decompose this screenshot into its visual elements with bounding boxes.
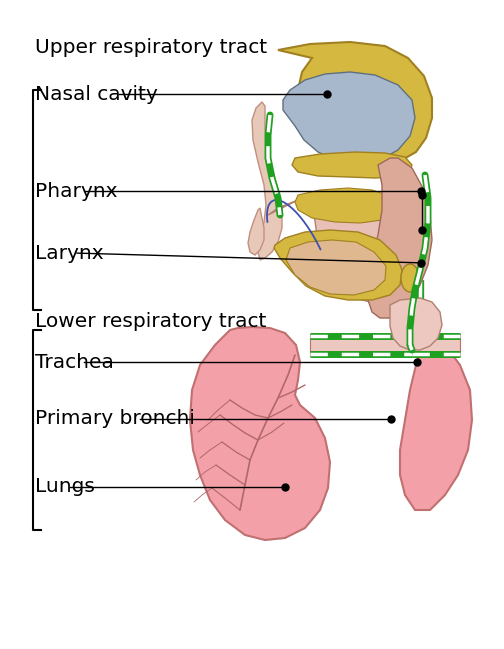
Polygon shape xyxy=(400,335,472,510)
Text: Lungs: Lungs xyxy=(35,477,95,496)
Polygon shape xyxy=(283,72,415,163)
Text: Pharynx: Pharynx xyxy=(35,182,118,201)
Text: Larynx: Larynx xyxy=(35,243,104,263)
Polygon shape xyxy=(390,298,442,350)
Polygon shape xyxy=(368,158,432,318)
Text: Lower respiratory tract: Lower respiratory tract xyxy=(35,312,267,330)
Polygon shape xyxy=(292,152,412,178)
Polygon shape xyxy=(190,327,330,540)
Polygon shape xyxy=(286,240,386,295)
Polygon shape xyxy=(401,280,423,345)
Ellipse shape xyxy=(401,264,419,292)
Polygon shape xyxy=(295,188,398,223)
Text: Upper respiratory tract: Upper respiratory tract xyxy=(35,38,268,56)
Polygon shape xyxy=(252,102,282,260)
Text: Primary bronchi: Primary bronchi xyxy=(35,409,195,428)
Polygon shape xyxy=(412,334,460,356)
Polygon shape xyxy=(310,334,412,356)
Text: Trachea: Trachea xyxy=(35,352,114,372)
Polygon shape xyxy=(274,230,402,300)
Polygon shape xyxy=(268,193,422,302)
Polygon shape xyxy=(278,42,432,166)
Text: Nasal cavity: Nasal cavity xyxy=(35,84,158,104)
Polygon shape xyxy=(248,208,264,255)
